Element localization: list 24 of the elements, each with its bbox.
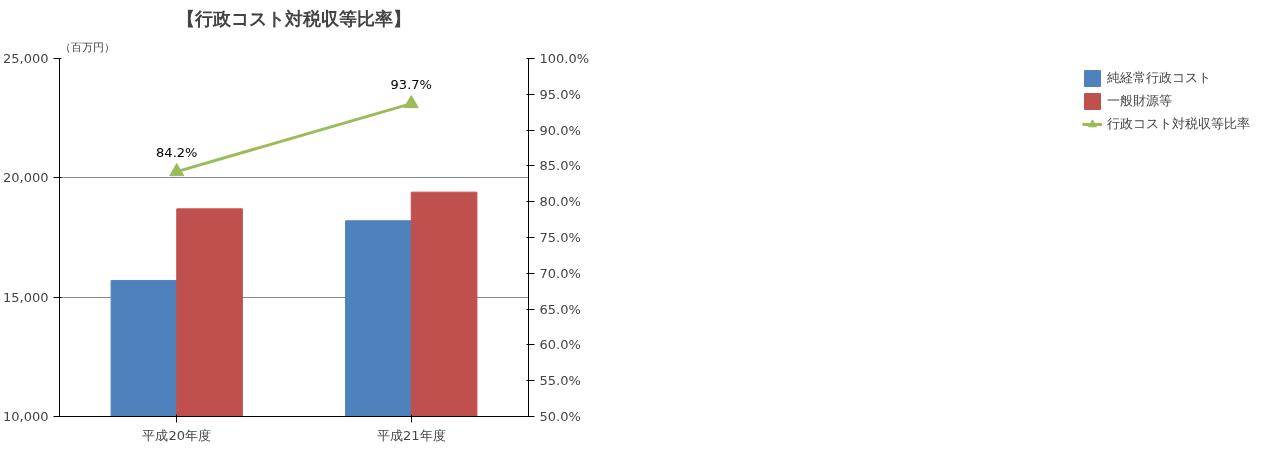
y-tick-label: 20,000 [3,170,49,186]
y2-tick-label: 80.0% [539,194,581,210]
y-axis-title: （百万円） [59,40,115,54]
legend-label: 純経常行政コスト [1107,69,1211,87]
chart-title: 【行政コスト対税収等比率】 [177,7,411,29]
y-tick-label: 10,000 [3,409,49,424]
y2-tick-label: 50.0% [539,409,581,424]
y2-tick-label: 60.0% [539,337,581,353]
data-label: 84.2% [156,144,198,160]
y-tick-label: 25,000 [3,51,49,66]
y2-tick-label: 95.0% [539,86,581,102]
y2-tick-label: 90.0% [539,122,581,138]
y-tick-label: 15,000 [3,289,49,305]
data-label: 93.7% [390,76,432,92]
legend-label: 行政コスト対税収等比率 [1107,115,1250,133]
y2-tick-label: 100.0% [539,51,590,66]
x-tick-label: 平成20年度 [142,427,212,443]
legend-label: 一般財源等 [1107,92,1172,110]
x-tick-label: 平成21年度 [376,427,446,443]
y2-tick-label: 70.0% [539,265,581,281]
y2-tick-label: 85.0% [539,158,581,174]
y2-tick-label: 65.0% [539,301,581,317]
y2-tick-label: 75.0% [539,230,581,245]
y2-tick-label: 55.0% [539,373,581,389]
